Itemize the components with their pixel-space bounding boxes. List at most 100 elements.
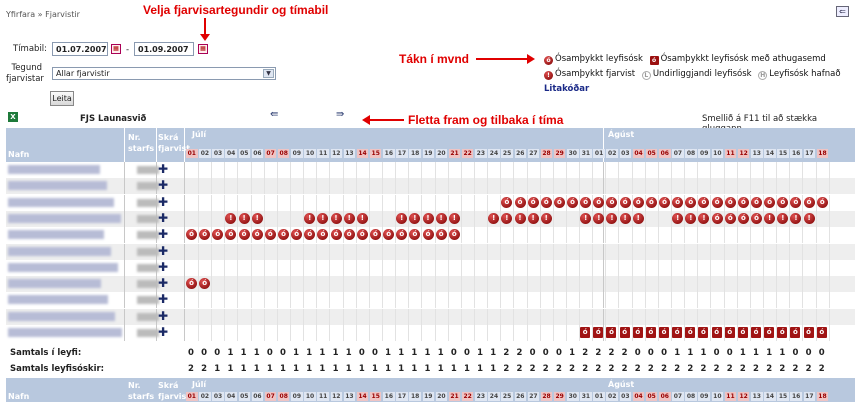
unapproved-request-icon[interactable]: ó — [724, 196, 736, 208]
previous-period-icon[interactable]: ⇚ — [270, 109, 279, 120]
unapproved-request-icon[interactable]: ó — [672, 196, 684, 208]
unapproved-request-icon[interactable]: ó — [593, 196, 605, 208]
unapproved-absence-icon[interactable]: ! — [790, 212, 802, 224]
unapproved-note-icon[interactable]: ó — [593, 327, 604, 338]
add-absence-icon[interactable]: ✚ — [158, 292, 169, 307]
unapproved-request-icon[interactable]: ó — [186, 278, 197, 290]
unapproved-note-icon[interactable]: ó — [751, 327, 762, 338]
calendar-icon[interactable]: ▦ — [198, 44, 208, 54]
unapproved-absence-icon[interactable]: ! — [606, 212, 618, 224]
unapproved-note-icon[interactable]: ó — [606, 327, 617, 338]
unapproved-absence-icon[interactable]: ! — [540, 212, 552, 224]
unapproved-note-icon[interactable]: ó — [698, 327, 709, 338]
unapproved-request-icon[interactable]: ó — [790, 196, 802, 208]
unapproved-absence-icon[interactable]: ! — [330, 212, 342, 224]
unapproved-request-icon[interactable]: ó — [383, 229, 395, 241]
employee-name[interactable] — [8, 230, 104, 240]
unapproved-request-icon[interactable]: ó — [711, 212, 723, 224]
add-absence-icon[interactable]: ✚ — [158, 162, 169, 176]
unapproved-request-icon[interactable]: ó — [330, 229, 342, 241]
unapproved-request-icon[interactable]: ó — [567, 196, 579, 208]
breadcrumb-root[interactable]: Yfirfara — [6, 10, 36, 19]
employee-name[interactable] — [8, 213, 121, 223]
unapproved-absence-icon[interactable]: ! — [580, 212, 592, 224]
unapproved-request-icon[interactable]: ó — [186, 229, 197, 241]
employee-name[interactable] — [8, 197, 114, 207]
unapproved-request-icon[interactable]: ó — [435, 229, 447, 241]
unapproved-request-icon[interactable]: ó — [619, 196, 631, 208]
unapproved-request-icon[interactable]: ó — [251, 229, 263, 241]
unapproved-request-icon[interactable]: ó — [816, 196, 828, 208]
employee-name[interactable] — [8, 165, 100, 174]
unapproved-absence-icon[interactable]: ! — [685, 212, 697, 224]
unapproved-request-icon[interactable]: ó — [553, 196, 565, 208]
unapproved-request-icon[interactable]: ó — [409, 229, 421, 241]
unapproved-request-icon[interactable]: ó — [777, 196, 789, 208]
unapproved-note-icon[interactable]: ó — [816, 327, 827, 338]
unapproved-note-icon[interactable]: ó — [645, 327, 656, 338]
add-absence-icon[interactable]: ✚ — [158, 210, 169, 225]
unapproved-request-icon[interactable]: ó — [606, 196, 618, 208]
unapproved-absence-icon[interactable]: ! — [501, 212, 513, 224]
unapproved-request-icon[interactable]: ó — [737, 196, 749, 208]
unapproved-request-icon[interactable]: ó — [527, 196, 539, 208]
unapproved-request-icon[interactable]: ó — [396, 229, 408, 241]
unapproved-request-icon[interactable]: ó — [199, 229, 211, 241]
unapproved-request-icon[interactable]: ó — [277, 229, 289, 241]
unapproved-request-icon[interactable]: ó — [751, 196, 763, 208]
unapproved-absence-icon[interactable]: ! — [225, 212, 237, 224]
unapproved-note-icon[interactable]: ó — [711, 327, 722, 338]
unapproved-request-icon[interactable]: ó — [685, 196, 697, 208]
unapproved-absence-icon[interactable]: ! — [317, 212, 329, 224]
unapproved-absence-icon[interactable]: ! — [672, 212, 684, 224]
excel-icon[interactable]: X — [8, 112, 18, 122]
unapproved-note-icon[interactable]: ó — [737, 327, 748, 338]
employee-name[interactable] — [8, 328, 122, 337]
unapproved-request-icon[interactable]: ó — [580, 196, 592, 208]
unapproved-absence-icon[interactable]: ! — [251, 212, 263, 224]
unapproved-note-icon[interactable]: ó — [803, 327, 814, 338]
unapproved-absence-icon[interactable]: ! — [593, 212, 605, 224]
unapproved-request-icon[interactable]: ó — [659, 196, 671, 208]
unapproved-request-icon[interactable]: ó — [737, 212, 749, 224]
unapproved-absence-icon[interactable]: ! — [396, 212, 408, 224]
employee-name[interactable] — [8, 279, 101, 289]
add-absence-icon[interactable]: ✚ — [158, 259, 169, 274]
next-period-icon[interactable]: ⇛ — [336, 109, 345, 120]
date-to-input[interactable]: 01.09.2007 — [134, 42, 194, 56]
employee-name[interactable] — [8, 311, 115, 321]
unapproved-absence-icon[interactable]: ! — [435, 212, 447, 224]
unapproved-request-icon[interactable]: ó — [199, 278, 211, 290]
unapproved-request-icon[interactable]: ó — [698, 196, 710, 208]
employee-name[interactable] — [8, 262, 118, 272]
unapproved-request-icon[interactable]: ó — [343, 229, 355, 241]
unapproved-request-icon[interactable]: ó — [238, 229, 250, 241]
unapproved-request-icon[interactable]: ó — [422, 229, 434, 241]
calendar-icon[interactable]: ▦ — [111, 44, 121, 54]
unapproved-absence-icon[interactable]: ! — [764, 212, 776, 224]
date-from-input[interactable]: 01.07.2007 — [52, 42, 108, 56]
unapproved-absence-icon[interactable]: ! — [488, 212, 500, 224]
unapproved-note-icon[interactable]: ó — [685, 327, 696, 338]
unapproved-note-icon[interactable]: ó — [777, 327, 788, 338]
unapproved-note-icon[interactable]: ó — [619, 327, 630, 338]
unapproved-request-icon[interactable]: ó — [751, 212, 763, 224]
unapproved-request-icon[interactable]: ó — [501, 196, 513, 208]
add-absence-icon[interactable]: ✚ — [158, 308, 169, 323]
unapproved-request-icon[interactable]: ó — [369, 229, 381, 241]
unapproved-request-icon[interactable]: ó — [764, 196, 776, 208]
unapproved-request-icon[interactable]: ó — [514, 196, 526, 208]
unapproved-note-icon[interactable]: ó — [580, 327, 591, 338]
add-absence-icon[interactable]: ✚ — [158, 276, 169, 291]
unapproved-absence-icon[interactable]: ! — [304, 212, 316, 224]
unapproved-note-icon[interactable]: ó — [632, 327, 643, 338]
unapproved-absence-icon[interactable]: ! — [422, 212, 434, 224]
unapproved-absence-icon[interactable]: ! — [514, 212, 526, 224]
unapproved-note-icon[interactable]: ó — [672, 327, 683, 338]
unapproved-request-icon[interactable]: ó — [632, 196, 644, 208]
unapproved-note-icon[interactable]: ó — [659, 327, 670, 338]
back-arrow-icon[interactable]: ⇐ — [836, 6, 849, 17]
employee-name[interactable] — [8, 295, 108, 305]
add-absence-icon[interactable]: ✚ — [158, 325, 169, 339]
employee-name[interactable] — [8, 246, 111, 256]
